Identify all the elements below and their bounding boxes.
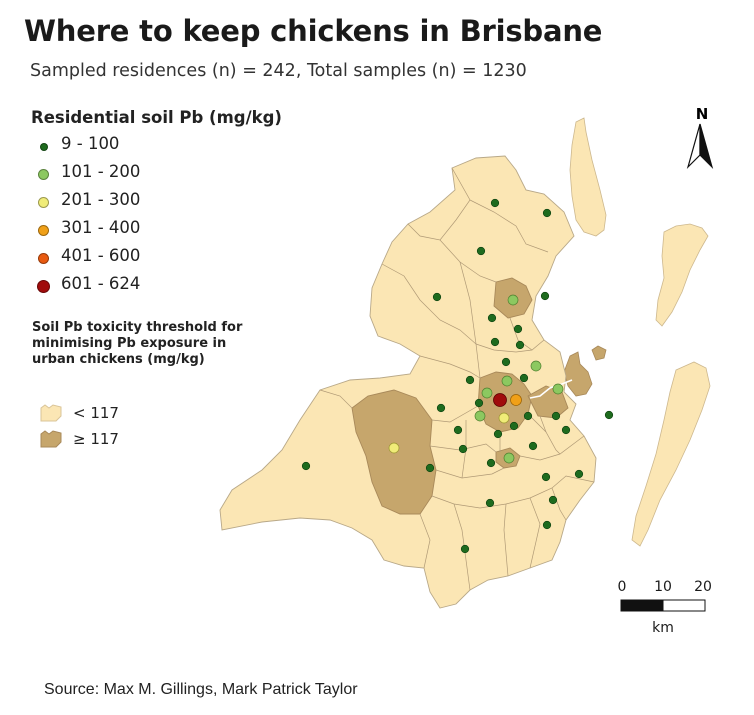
sample-point bbox=[474, 410, 486, 422]
sample-point bbox=[552, 383, 564, 395]
city-land bbox=[219, 155, 597, 609]
sample-point bbox=[465, 375, 475, 385]
sample-point bbox=[501, 375, 513, 387]
threshold-label-below: < 117 bbox=[73, 404, 119, 422]
sample-point bbox=[481, 387, 493, 399]
legend-label: 301 - 400 bbox=[61, 218, 141, 237]
scale-segment-white bbox=[662, 599, 706, 612]
sample-point bbox=[530, 360, 542, 372]
threshold-label-above: ≥ 117 bbox=[73, 430, 119, 448]
scale-segment-black bbox=[620, 599, 664, 612]
sample-point bbox=[501, 357, 511, 367]
sample-point bbox=[436, 403, 446, 413]
sample-point bbox=[503, 452, 515, 464]
points-201-300 bbox=[388, 412, 510, 454]
sample-point bbox=[474, 398, 484, 408]
sample-point bbox=[487, 313, 497, 323]
sample-point bbox=[425, 463, 435, 473]
legend-label: 401 - 600 bbox=[61, 246, 141, 265]
sample-point bbox=[498, 412, 510, 424]
moreton-island bbox=[655, 223, 709, 327]
points-301-400 bbox=[510, 394, 522, 406]
coastal-strip bbox=[563, 351, 593, 397]
legend-label: 9 - 100 bbox=[61, 134, 120, 153]
sample-point bbox=[561, 425, 571, 435]
sample-point bbox=[515, 340, 525, 350]
north-label: N bbox=[696, 105, 709, 123]
sample-point bbox=[513, 324, 523, 334]
sample-point bbox=[574, 469, 584, 479]
north-arrow-icon: N bbox=[686, 105, 714, 170]
map-title: Where to keep chickens in Brisbane bbox=[24, 14, 603, 48]
sample-point bbox=[523, 411, 533, 421]
sample-point bbox=[458, 444, 468, 454]
scale-unit: km bbox=[652, 620, 674, 636]
sample-point bbox=[542, 520, 552, 530]
sample-point bbox=[485, 498, 495, 508]
sample-point bbox=[476, 246, 486, 256]
source-credit: Source: Max M. Gillings, Mark Patrick Ta… bbox=[44, 681, 358, 698]
legend-dot-icon bbox=[40, 143, 48, 151]
bribie-island bbox=[569, 117, 607, 237]
stradbroke-island bbox=[631, 361, 711, 547]
legend-dot-icon bbox=[38, 169, 49, 180]
sample-point bbox=[510, 394, 522, 406]
sample-point bbox=[528, 441, 538, 451]
legend-label: 101 - 200 bbox=[61, 162, 141, 181]
sample-point bbox=[551, 411, 561, 421]
sample-point bbox=[486, 458, 496, 468]
sample-point bbox=[604, 410, 614, 420]
legend-dot-icon bbox=[37, 280, 50, 293]
legend-label: 601 - 624 bbox=[61, 274, 141, 293]
threshold-swatch-above-icon bbox=[40, 430, 62, 448]
legend-dot-icon bbox=[38, 197, 49, 208]
sample-point bbox=[540, 291, 550, 301]
scale-tick-10: 10 bbox=[654, 579, 672, 595]
sample-point bbox=[301, 461, 311, 471]
sample-point bbox=[519, 373, 529, 383]
suburb-boundaries bbox=[319, 167, 595, 591]
sample-point bbox=[493, 393, 507, 407]
legend-title: Residential soil Pb (mg/kg) bbox=[31, 108, 282, 127]
sample-point bbox=[460, 544, 470, 554]
sample-point bbox=[548, 495, 558, 505]
sample-point bbox=[453, 425, 463, 435]
threshold-title: Soil Pb toxicity threshold for minimisin… bbox=[32, 320, 243, 367]
sample-point bbox=[509, 421, 519, 431]
points-9-100 bbox=[301, 198, 614, 554]
sample-point bbox=[490, 198, 500, 208]
sample-point bbox=[541, 472, 551, 482]
legend-dot-icon bbox=[38, 225, 49, 236]
sample-point bbox=[507, 294, 519, 306]
brisbane-river bbox=[529, 379, 573, 399]
threshold-swatch-below-icon bbox=[40, 404, 62, 422]
sample-point bbox=[432, 292, 442, 302]
scale-tick-20: 20 bbox=[694, 579, 712, 595]
sample-point bbox=[542, 208, 552, 218]
legend-dot-icon bbox=[38, 253, 49, 264]
sample-point bbox=[493, 429, 503, 439]
sample-point bbox=[490, 337, 500, 347]
points-101-200 bbox=[474, 294, 564, 464]
scale-bar: 0 10 20 km bbox=[618, 579, 712, 636]
sample-point bbox=[388, 442, 400, 454]
scale-tick-0: 0 bbox=[618, 579, 627, 595]
points-601-624 bbox=[493, 393, 507, 407]
legend-label: 201 - 300 bbox=[61, 190, 141, 209]
map-subtitle: Sampled residences (n) = 242, Total samp… bbox=[30, 61, 527, 81]
small-island bbox=[591, 345, 607, 361]
